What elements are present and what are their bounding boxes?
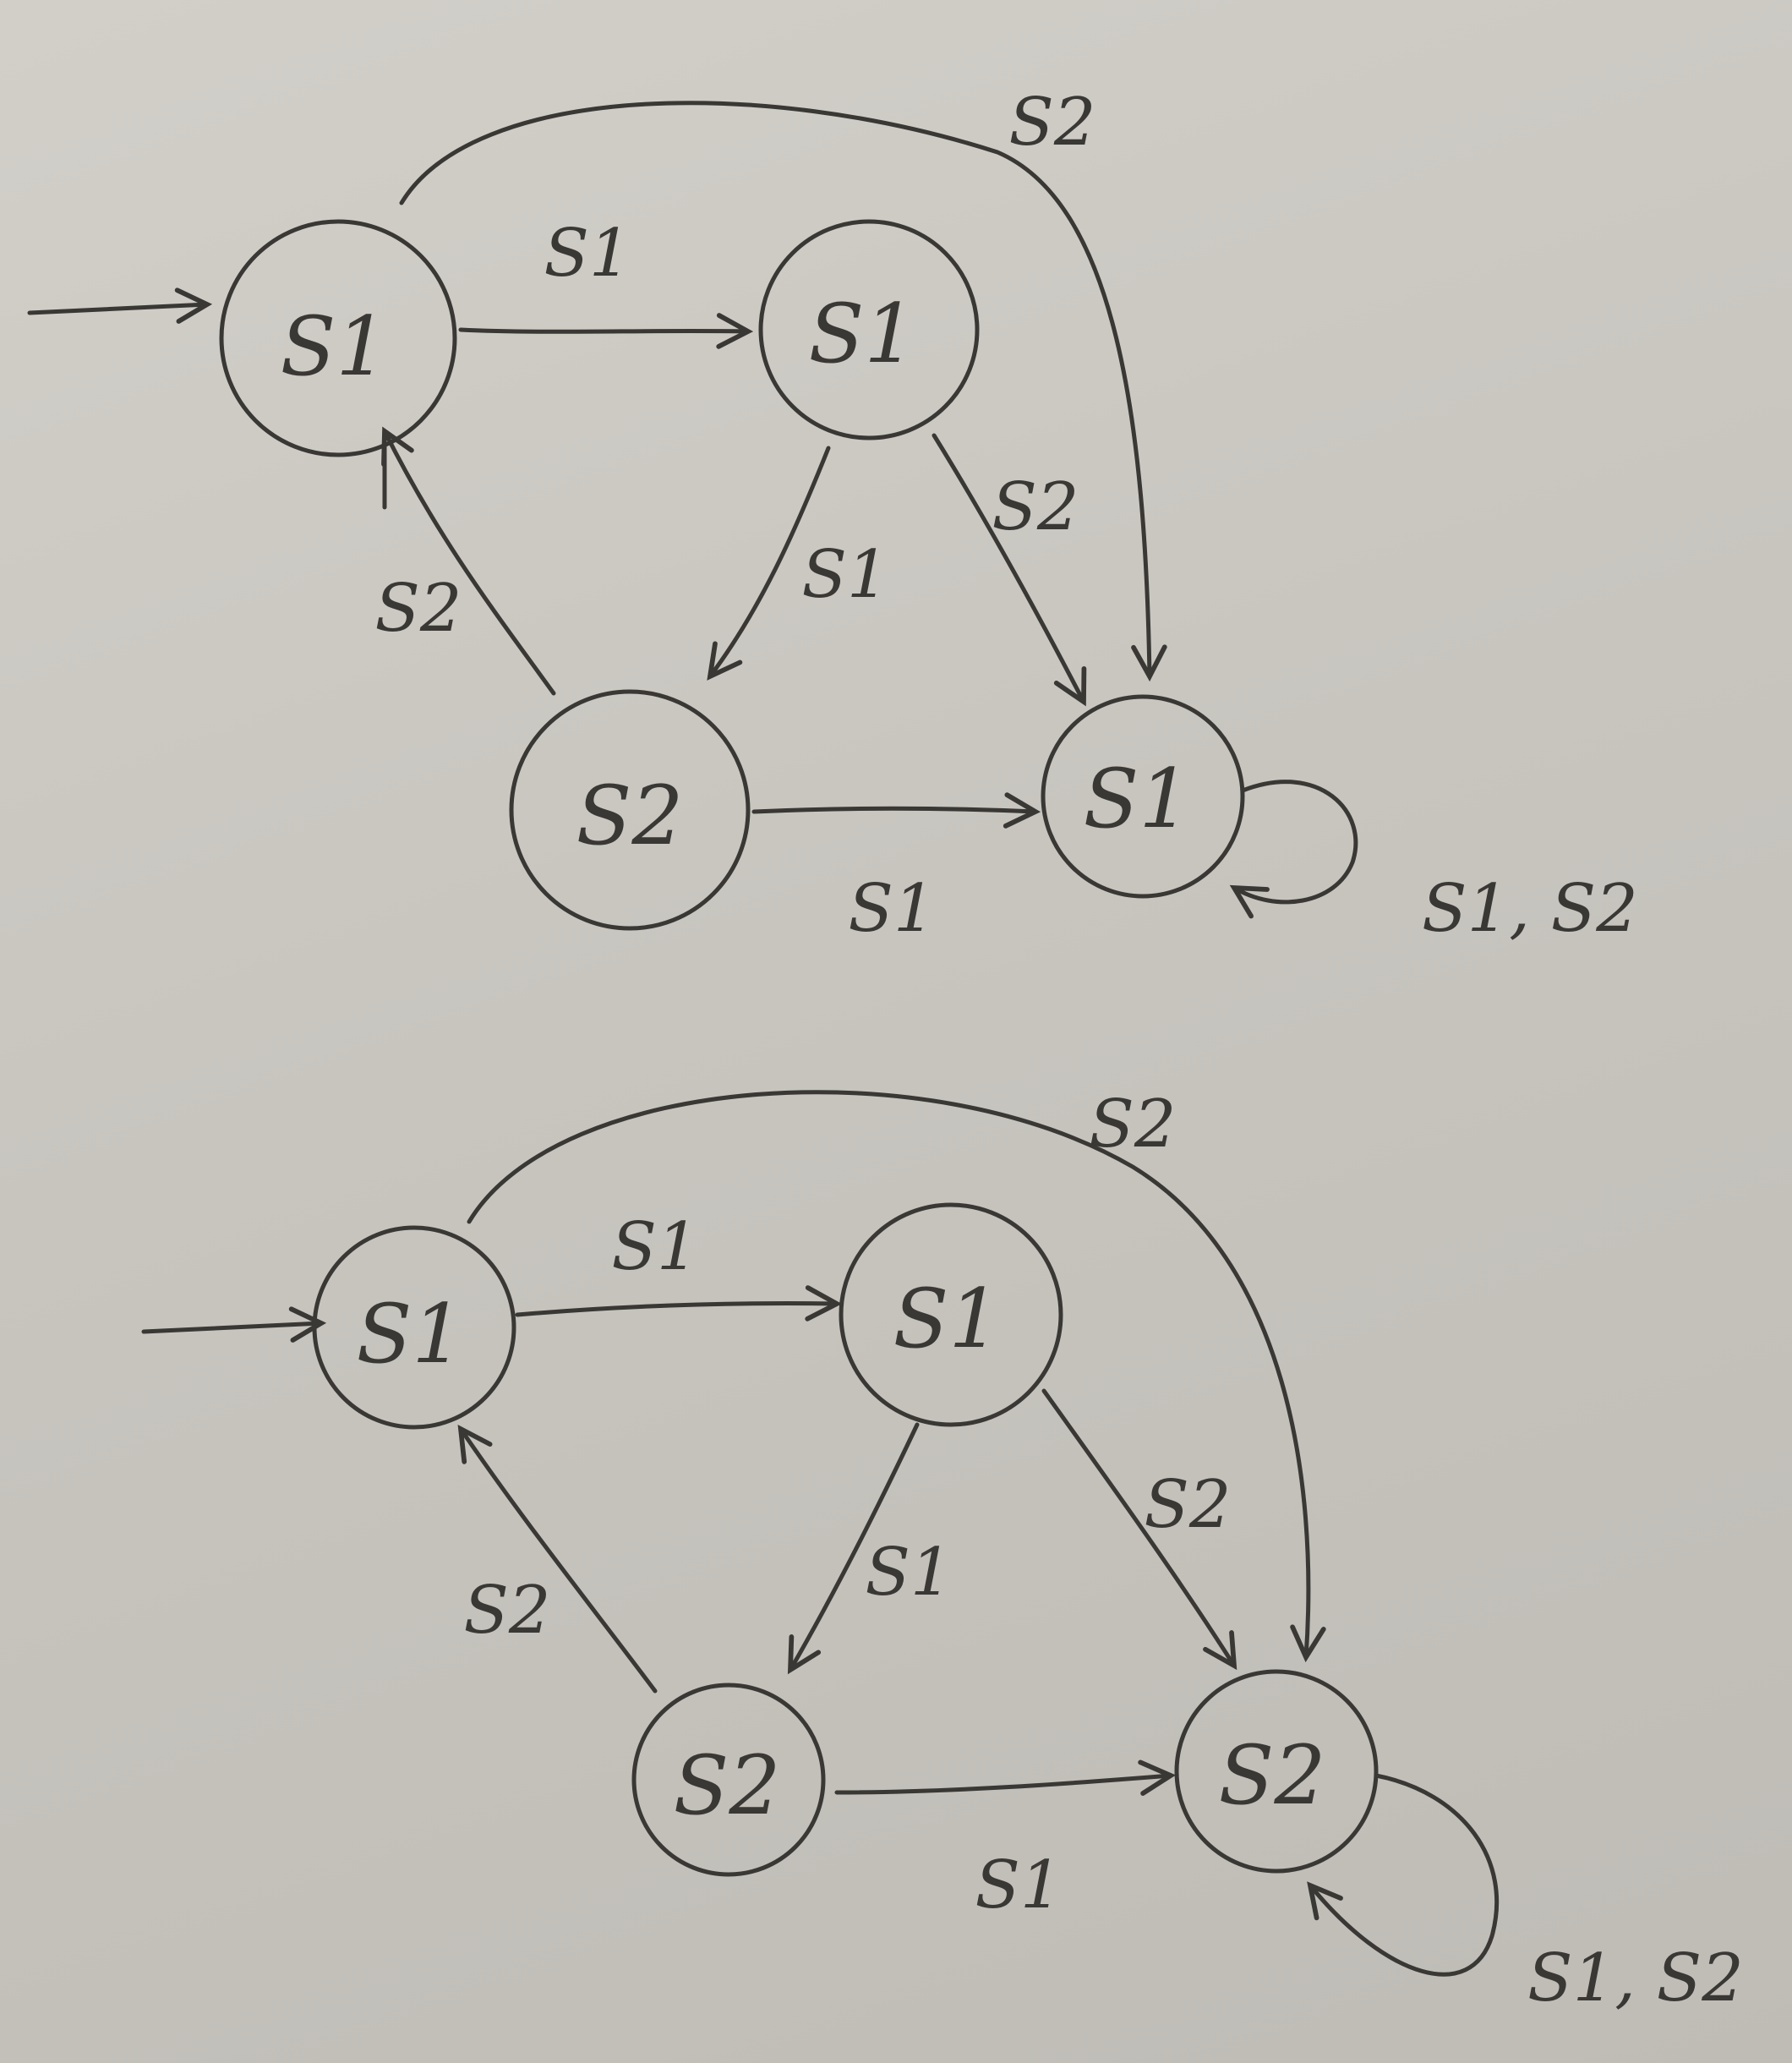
edge-arrow [467,1090,1326,1663]
edge-label: S1 [544,216,631,292]
edge-label: S1 [865,1535,952,1611]
edge-label: S2 [1008,85,1095,161]
edge-label: S2 [1144,1467,1231,1543]
state-node: S2 [509,689,751,931]
edge-arrow [787,1422,920,1675]
edge-arrow [457,1424,658,1694]
edge-arrow [751,792,1041,829]
state-label: S1 [281,299,388,394]
self-loop-arrow [1307,1773,1500,1977]
state-label: S1 [893,1272,1001,1366]
state-label: S1 [809,287,916,381]
edge-label: S1 [801,537,888,613]
state-node: S1 [312,1225,516,1430]
edge-arrow [1041,1388,1237,1671]
edge-label: S2 [992,469,1079,545]
edge-label: S1 [848,871,935,947]
state-label: S1 [357,1287,464,1382]
state-node: S1 [219,219,457,457]
start-arrow-2 [141,1306,327,1343]
edge-arrow [515,1285,843,1322]
state-label: S1 [1084,752,1191,846]
state-node: S1 [839,1202,1063,1427]
edge-arrow [458,313,754,349]
state-label: S2 [674,1738,781,1833]
edge-arrow [707,446,831,681]
automaton-bottom: S1 S1 S2 S2 S1 S2 S1 S2 S2 S1 S1, S2 [141,1086,1744,2016]
state-node: S2 [631,1683,826,1877]
state-label: S2 [1219,1728,1326,1823]
edge-label: S2 [1089,1086,1176,1163]
edge-arrow [381,426,556,696]
automaton-top: S1 S1 S2 S1 S1 S2 S1 S2 S2 S1 S1, S2 [27,85,1638,947]
edge-label: S2 [374,571,462,647]
edge-label: S1, S2 [1422,871,1638,947]
state-node: S1 [758,219,980,441]
edge-arrow [932,433,1087,707]
state-node: S2 [1174,1669,1379,1874]
edge-arrow [399,101,1167,682]
start-arrow-1 [27,287,213,324]
self-loop-arrow [1229,780,1358,919]
edge-label: S1 [975,1847,1062,1923]
edge-arrow [834,1759,1177,1796]
edge-label: S2 [463,1573,550,1649]
edge-label: S1 [611,1209,698,1285]
state-node: S1 [1041,694,1245,899]
edge-label: S1, S2 [1527,1940,1744,2016]
state-label: S2 [576,769,684,863]
